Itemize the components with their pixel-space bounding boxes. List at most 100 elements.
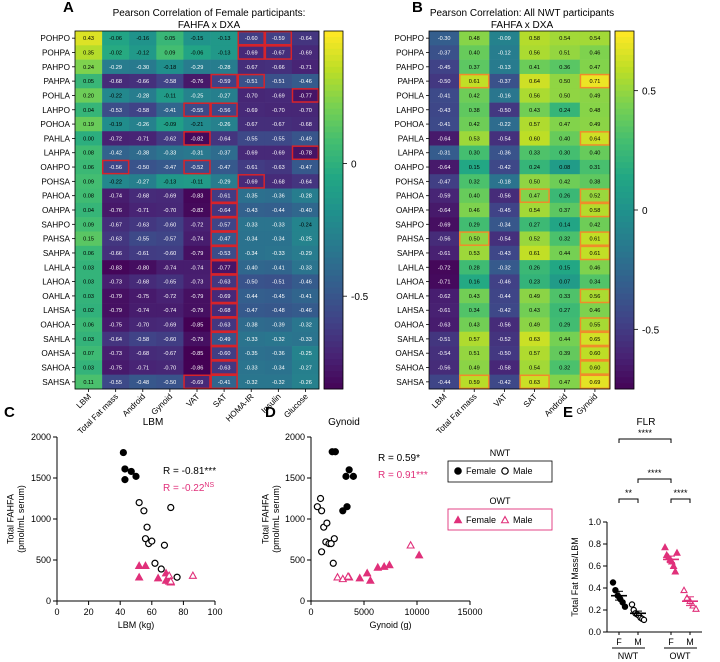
data-point	[134, 561, 144, 570]
cell-value: -0.11	[164, 93, 176, 99]
heatmap-cell	[291, 88, 320, 103]
cell-value: 0.43	[529, 308, 540, 314]
heatmap-cell	[210, 274, 238, 290]
heatmap-cell	[183, 374, 211, 390]
cell-value: 0.60	[589, 351, 600, 357]
cell-value: -0.56	[109, 165, 122, 171]
heatmap-cell	[459, 346, 490, 361]
colorbar-step	[615, 204, 634, 211]
heatmap-cell	[291, 274, 320, 290]
heatmap-cell	[291, 303, 320, 318]
heatmap-cell	[459, 159, 490, 175]
cell-value: -0.54	[498, 237, 511, 243]
colorbar-step	[615, 317, 634, 324]
row-label: SAHSA	[396, 378, 424, 387]
cell-value: -0.51	[272, 79, 285, 85]
data-point	[385, 560, 394, 569]
cell-value: -0.73	[191, 280, 204, 286]
cell-value: -0.33	[272, 251, 285, 257]
cell-value: 0.11	[83, 380, 93, 386]
cell-value: -0.43	[498, 251, 511, 257]
heatmap-cell	[129, 59, 157, 75]
cell-value: -0.49	[299, 136, 312, 142]
cell-value: -0.35	[245, 194, 258, 200]
heatmap-cell	[102, 331, 130, 347]
heatmap-cell	[102, 31, 130, 46]
cell-value: 0.03	[83, 265, 94, 271]
heatmap-cell	[549, 88, 581, 103]
x-tick-label: 60	[147, 607, 157, 617]
heatmap-cell	[579, 317, 611, 333]
data-point	[661, 543, 669, 551]
highlight-box	[210, 259, 238, 275]
heatmap-cell	[102, 231, 130, 247]
heatmap-cell	[459, 145, 490, 161]
heatmap-cell	[264, 159, 293, 175]
cell-value: -0.66	[272, 65, 285, 71]
heatmap-cell	[264, 303, 293, 318]
heatmap-cell	[156, 374, 184, 390]
cell-value: -0.69	[164, 323, 177, 329]
cell-value: 0.56	[589, 294, 600, 300]
heatmap-cell	[156, 217, 184, 232]
cell-value: 0.06	[83, 323, 94, 329]
heatmap-cell	[102, 274, 130, 290]
heatmap-cell	[519, 260, 550, 275]
cell-value: -0.70	[164, 208, 177, 214]
heatmap-cell	[264, 59, 293, 75]
heatmap-cell	[579, 231, 611, 247]
heatmap-cell	[210, 131, 238, 146]
cell-value: -0.66	[136, 79, 149, 85]
colorbar-step	[324, 192, 343, 199]
cell-value: 0.49	[529, 294, 540, 300]
heatmap-cell	[75, 174, 103, 189]
colorbar-step	[324, 204, 343, 211]
cell-value: 0.32	[559, 366, 570, 372]
heatmap-cell	[579, 145, 611, 161]
cell-value: -0.68	[136, 351, 149, 357]
heatmap-cell	[549, 188, 581, 204]
heatmap-cell	[459, 131, 490, 146]
heatmap-cell	[129, 31, 157, 46]
cell-value: -0.69	[164, 194, 177, 200]
cell-value: -0.51	[272, 280, 285, 286]
cell-value: -0.64	[438, 208, 451, 214]
colorbar-step	[615, 239, 634, 247]
heatmap-cell	[579, 88, 611, 103]
heatmap-cell	[156, 231, 184, 247]
data-point	[345, 466, 353, 474]
heatmap-cell	[519, 202, 550, 218]
row-label: LAHSA	[397, 306, 424, 315]
heatmap-cell	[237, 73, 266, 89]
heatmap-cell	[549, 331, 581, 347]
data-point	[612, 587, 619, 594]
cell-value: -0.60	[164, 222, 177, 228]
cell-value: -0.44	[245, 294, 258, 300]
cell-value: -0.18	[498, 179, 511, 185]
colorbar-step	[324, 257, 343, 265]
heatmap-cell	[291, 159, 320, 175]
heatmap-cell	[75, 260, 103, 275]
heatmap-cell	[429, 274, 460, 290]
cell-value: -0.56	[218, 108, 231, 114]
heatmap-cell	[489, 374, 520, 390]
heatmap-cell	[183, 303, 211, 318]
heatmap-cell	[129, 331, 157, 347]
highlight-box	[579, 245, 611, 261]
heatmap-cell	[429, 102, 460, 118]
row-label: POHLA	[396, 91, 424, 100]
heatmap-cell	[519, 303, 550, 318]
cell-value: -0.47	[218, 165, 231, 171]
cell-value: -0.58	[498, 366, 511, 372]
heatmap-cell	[237, 245, 266, 261]
heatmap-cell	[489, 31, 520, 46]
row-label: PAHOA	[42, 192, 71, 201]
heatmap-cell	[291, 73, 320, 89]
y-tick-label: 500	[290, 555, 305, 565]
cell-value: 0.14	[559, 222, 570, 228]
heatmap-cell	[549, 45, 581, 60]
cell-value: -0.44	[498, 294, 511, 300]
cell-value: -0.19	[109, 122, 122, 128]
highlight-box	[210, 288, 238, 304]
heatmap-cell	[156, 174, 184, 189]
